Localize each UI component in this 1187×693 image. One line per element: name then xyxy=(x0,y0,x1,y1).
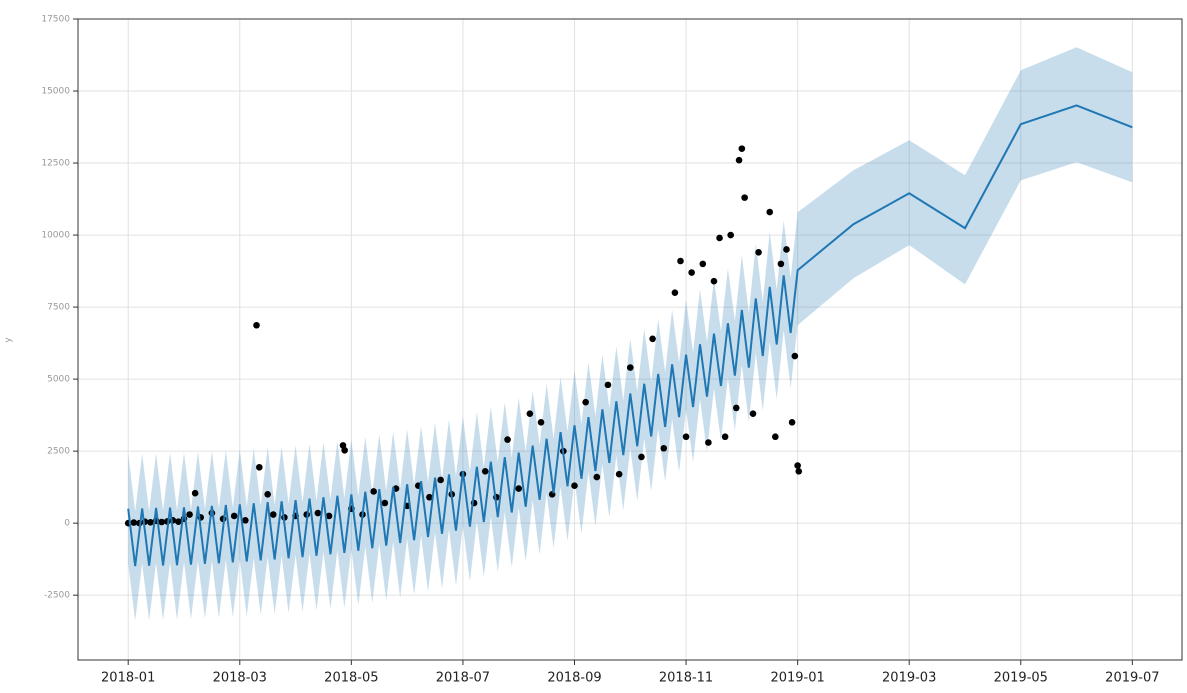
observation xyxy=(749,410,757,417)
observation xyxy=(710,277,718,285)
observation xyxy=(526,410,534,417)
observation xyxy=(741,194,748,201)
observation xyxy=(130,519,138,526)
observation xyxy=(264,491,271,498)
y-tick-label: 17500 xyxy=(41,15,70,25)
observation xyxy=(604,381,612,389)
observation xyxy=(682,433,690,441)
observation xyxy=(593,473,601,481)
observation xyxy=(242,516,249,524)
observation xyxy=(537,419,545,426)
observation xyxy=(677,257,684,265)
observation xyxy=(175,518,182,526)
observation xyxy=(755,249,762,256)
observation xyxy=(230,512,238,520)
observation xyxy=(147,518,154,526)
y-axis-label: y xyxy=(4,337,14,343)
observation xyxy=(626,364,634,371)
observation xyxy=(481,468,489,475)
observation xyxy=(699,260,707,268)
x-tick-label: 2019-07 xyxy=(1105,671,1159,686)
observation xyxy=(738,145,746,152)
observation xyxy=(777,260,785,268)
observation xyxy=(582,398,589,406)
x-tick-label: 2018-01 xyxy=(101,671,155,686)
observation xyxy=(705,439,712,446)
observation xyxy=(716,234,723,242)
x-tick-label: 2019-01 xyxy=(770,671,824,686)
observation xyxy=(649,335,656,343)
observation xyxy=(794,462,801,469)
x-tick-label: 2018-09 xyxy=(547,671,601,686)
y-tick-label: 15000 xyxy=(41,87,70,97)
observation xyxy=(727,231,734,239)
observation xyxy=(437,476,444,484)
observation xyxy=(571,482,578,490)
y-tick-label: 0 xyxy=(64,519,70,529)
observation xyxy=(735,156,743,164)
observation xyxy=(186,511,193,518)
observation xyxy=(515,485,523,492)
forecast-line xyxy=(127,104,1133,567)
x-tick-label: 2018-07 xyxy=(436,671,490,686)
observation xyxy=(341,446,348,454)
observation xyxy=(788,419,796,426)
x-tick-label: 2019-03 xyxy=(882,671,936,686)
x-tick-label: 2018-03 xyxy=(213,671,267,686)
y-tick-label: 12500 xyxy=(41,159,70,169)
x-tick-label: 2018-11 xyxy=(659,671,713,686)
observation xyxy=(504,436,511,443)
observation xyxy=(766,208,774,216)
observation xyxy=(721,433,729,441)
y-tick-label: 10000 xyxy=(41,231,70,241)
observation xyxy=(191,489,199,497)
observation xyxy=(253,321,260,329)
observation xyxy=(772,433,779,441)
observation xyxy=(158,518,165,526)
uncertainty-band xyxy=(128,47,1133,621)
observation xyxy=(660,444,668,452)
observation xyxy=(638,453,645,461)
x-tick-label: 2019-05 xyxy=(994,671,1048,686)
observation xyxy=(795,468,803,475)
observation xyxy=(256,463,263,471)
plot-frame xyxy=(77,18,1183,661)
observation xyxy=(688,269,695,276)
observation xyxy=(791,352,799,360)
observation xyxy=(381,499,389,507)
observation xyxy=(269,511,277,518)
x-tick-label: 2018-05 xyxy=(324,671,378,686)
observation xyxy=(615,470,623,478)
y-tick-label: 2500 xyxy=(47,447,70,457)
observation xyxy=(325,512,333,520)
observation xyxy=(671,289,679,296)
y-tick-label: 7500 xyxy=(47,303,70,313)
observation xyxy=(314,509,322,517)
observation xyxy=(732,404,740,412)
observation xyxy=(370,488,377,495)
y-tick-label: -2500 xyxy=(44,591,70,601)
observation xyxy=(783,246,790,253)
observation xyxy=(426,493,433,501)
y-tick-label: 5000 xyxy=(47,375,70,385)
